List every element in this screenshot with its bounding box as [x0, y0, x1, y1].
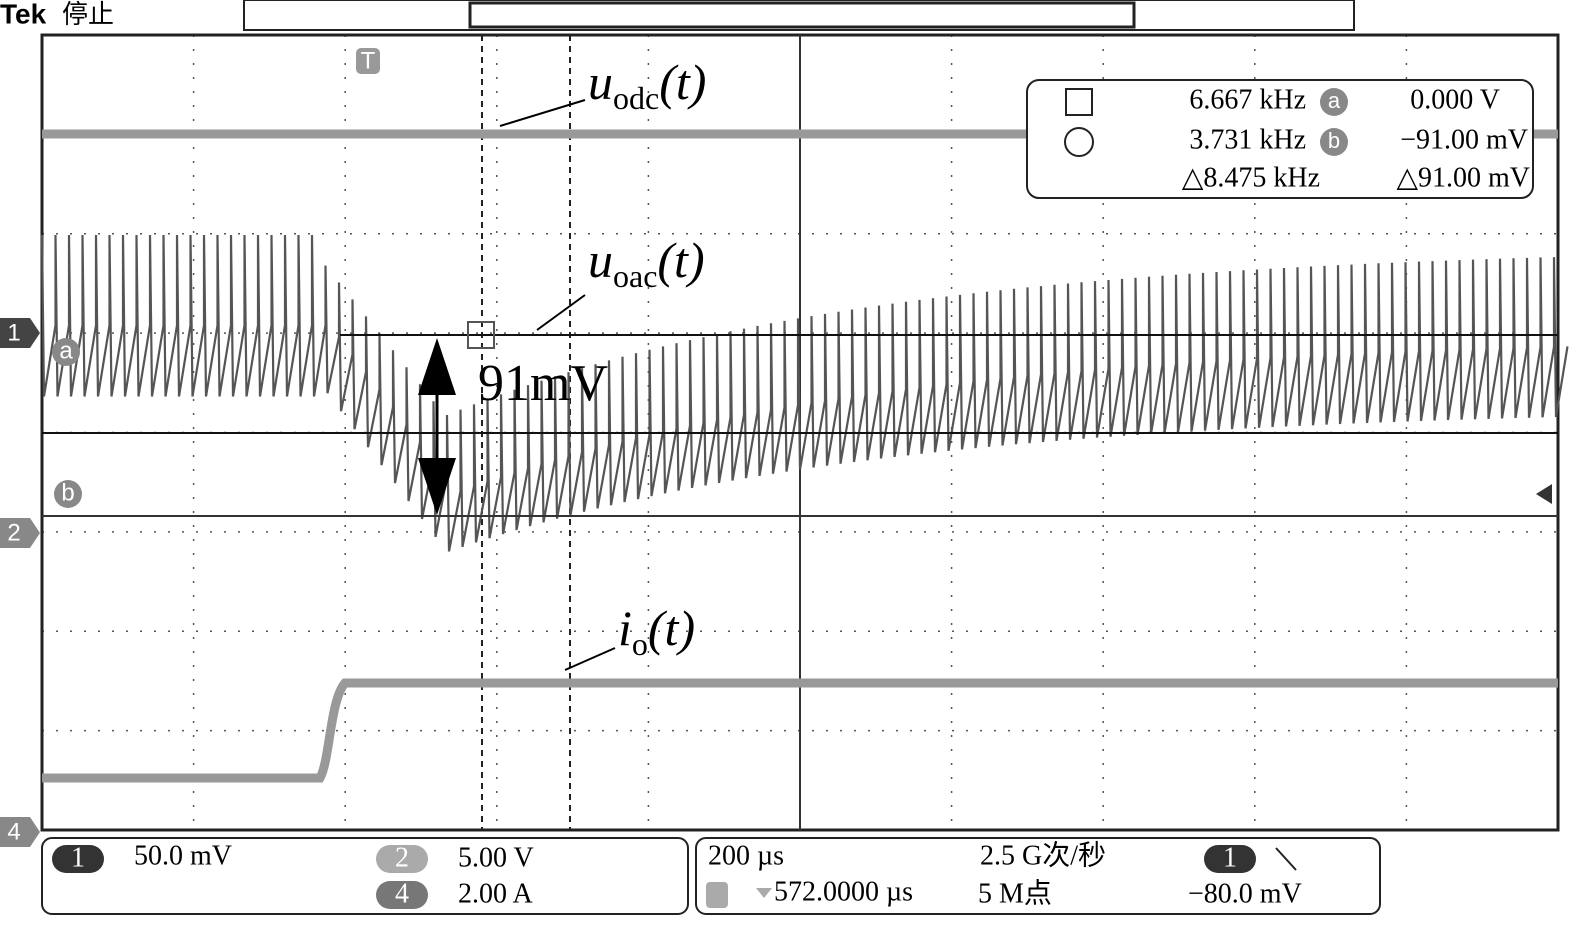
freq-b: 3.731 kHz	[1189, 124, 1306, 155]
ch2-marker-label: 2	[7, 519, 20, 546]
sub: o	[632, 626, 648, 662]
ch2-badge: 2	[395, 842, 409, 873]
cursor-b-label: b	[61, 479, 74, 506]
tag-b-bg	[1320, 128, 1348, 156]
leader	[499, 99, 586, 127]
var: i	[618, 600, 632, 656]
ch1-badge: 1	[71, 842, 85, 873]
ch2-scale: 5.00 V	[458, 842, 534, 873]
ch4-marker-label: 4	[7, 818, 20, 845]
sub: oac	[613, 258, 657, 294]
brand: Tek	[0, 0, 47, 29]
trigger-label: T	[361, 47, 376, 74]
circle-icon	[1064, 127, 1094, 157]
ch1-marker-label: 1	[7, 319, 20, 346]
io-label: io(t)	[618, 600, 695, 662]
leader	[536, 294, 586, 331]
cursor-b-marker	[54, 480, 82, 508]
tag-a: a	[1328, 88, 1341, 113]
trig-pos: 572.0000 µs	[774, 876, 913, 907]
arg: (t)	[659, 54, 706, 110]
level-arrow	[1536, 484, 1552, 504]
cursor-readout	[1026, 79, 1534, 199]
waveforms	[40, 129, 1569, 783]
arg: (t)	[657, 232, 704, 288]
ch4-badge-bg	[376, 881, 428, 909]
var: u	[588, 54, 613, 110]
ch2-marker	[0, 518, 40, 548]
channel-panel	[41, 837, 689, 915]
run-status: 停止	[62, 0, 114, 29]
cursor-square	[467, 321, 495, 349]
ch1-badge-bg	[52, 845, 104, 873]
trig-level: −80.0 mV	[1188, 878, 1302, 909]
uoac-trace	[40, 234, 1569, 552]
cursor-a-label: a	[59, 337, 73, 364]
uoac-label: uoac(t)	[588, 232, 705, 294]
trig-badge: 1	[1223, 842, 1237, 873]
sub: odc	[613, 80, 659, 116]
record-length: 5 M点	[978, 878, 1052, 909]
ch4-scale: 2.00 A	[458, 878, 533, 909]
square-icon	[1065, 88, 1093, 116]
trig-pos-icon	[706, 882, 728, 908]
delta-freq: △8.475 kHz	[1182, 162, 1320, 193]
delta-val: △91.00 mV	[1396, 162, 1530, 193]
slope-icon	[1275, 847, 1297, 871]
timebase: 200 µs	[708, 840, 784, 871]
uodc-label: uodc(t)	[588, 54, 706, 116]
sample-rate: 2.5 G次/秒	[980, 839, 1106, 871]
ch4-badge: 4	[395, 878, 409, 909]
io-trace	[42, 678, 1558, 783]
ch1-marker	[0, 318, 40, 348]
leader	[564, 647, 616, 671]
ch2-badge-bg	[376, 845, 428, 873]
record-view	[468, 1, 1136, 29]
arrow-head	[418, 458, 456, 515]
arg: (t)	[648, 600, 695, 656]
cursor-a-marker	[52, 338, 80, 366]
delta-label: 91mV	[478, 355, 608, 412]
trig-badge-bg	[1204, 845, 1256, 873]
trigger-marker	[356, 48, 380, 74]
tag-a-bg	[1320, 88, 1348, 116]
val-b: −91.00 mV	[1400, 124, 1528, 155]
var: u	[588, 232, 613, 288]
trig-pos-arrow	[756, 888, 772, 898]
val-a: 0.000 V	[1410, 84, 1500, 115]
arrow-head	[418, 338, 456, 395]
tag-b: b	[1328, 128, 1340, 153]
freq-a: 6.667 kHz	[1189, 84, 1306, 115]
ch4-marker	[0, 817, 40, 847]
ch1-scale: 50.0 mV	[134, 840, 232, 871]
